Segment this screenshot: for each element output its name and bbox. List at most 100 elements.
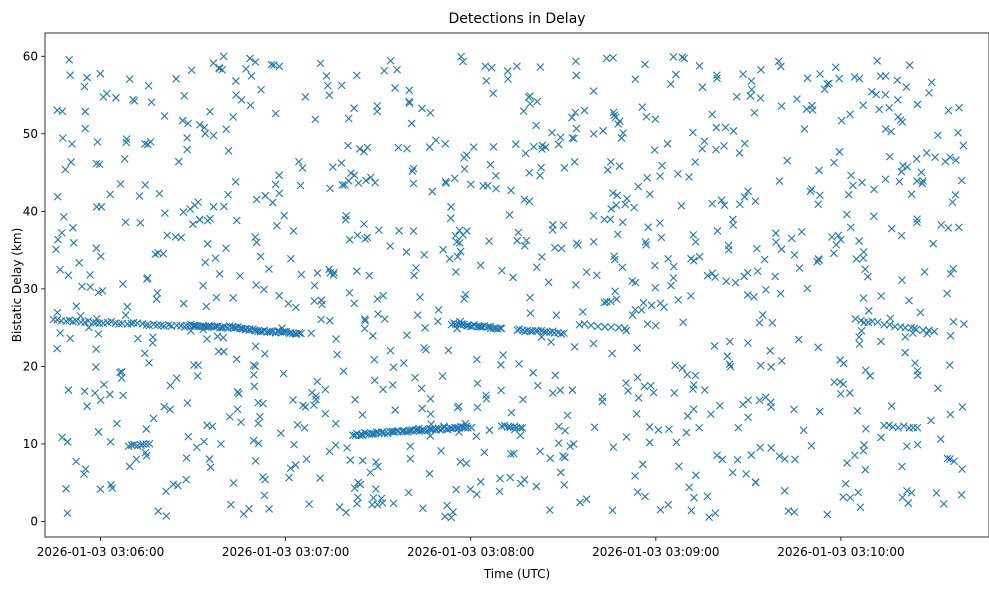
clutter-point bbox=[489, 89, 498, 98]
clutter-point bbox=[856, 503, 865, 512]
clutter-point bbox=[200, 437, 208, 446]
clutter-point bbox=[664, 254, 673, 263]
clutter-point bbox=[932, 489, 941, 497]
clutter-point bbox=[700, 137, 709, 146]
clutter-point bbox=[371, 485, 380, 494]
clutter-point bbox=[536, 171, 544, 180]
clutter-point bbox=[957, 491, 966, 499]
clutter-point bbox=[927, 416, 935, 425]
y-tick-label: 40 bbox=[23, 204, 38, 218]
clutter-point bbox=[360, 220, 368, 228]
clutter-point bbox=[667, 281, 675, 290]
clutter-point bbox=[391, 84, 399, 92]
clutter-point bbox=[641, 60, 649, 69]
clutter-point bbox=[290, 440, 298, 449]
clutter-point bbox=[650, 146, 659, 154]
track-point bbox=[142, 440, 150, 448]
clutter-point bbox=[312, 395, 320, 404]
clutter-point bbox=[509, 273, 517, 282]
clutter-point bbox=[418, 404, 427, 413]
clutter-point bbox=[434, 306, 443, 314]
clutter-point bbox=[612, 295, 621, 304]
clutter-point bbox=[711, 273, 720, 282]
clutter-point bbox=[695, 61, 704, 70]
clutter-point bbox=[630, 203, 638, 212]
clutter-point bbox=[386, 242, 395, 251]
clutter-point bbox=[331, 441, 340, 450]
clutter-point bbox=[744, 396, 753, 405]
clutter-point bbox=[756, 443, 765, 452]
track-point bbox=[157, 321, 165, 330]
clutter-point bbox=[744, 413, 753, 422]
clutter-point bbox=[609, 443, 618, 452]
clutter-point bbox=[713, 74, 721, 83]
clutter-point bbox=[800, 125, 809, 133]
clutter-point bbox=[373, 462, 382, 471]
clutter-point bbox=[893, 76, 902, 85]
clutter-point bbox=[654, 426, 663, 434]
clutter-point bbox=[58, 134, 67, 142]
clutter-point bbox=[476, 261, 485, 270]
clutter-point bbox=[836, 356, 845, 364]
clutter-point bbox=[613, 230, 622, 239]
clutter-point bbox=[190, 201, 199, 210]
y-tick-label: 20 bbox=[23, 359, 38, 373]
clutter-point bbox=[695, 252, 704, 261]
clutter-point bbox=[489, 142, 498, 151]
clutter-point bbox=[296, 181, 305, 190]
clutter-point bbox=[201, 258, 210, 267]
clutter-point bbox=[504, 75, 512, 83]
clutter-point bbox=[643, 174, 652, 182]
clutter-point bbox=[480, 448, 489, 457]
clutter-point bbox=[132, 455, 141, 464]
clutter-point bbox=[533, 97, 542, 106]
clutter-point bbox=[370, 355, 379, 364]
clutter-point bbox=[53, 308, 62, 317]
clutter-point bbox=[122, 135, 131, 144]
track-point bbox=[160, 322, 168, 330]
clutter-point bbox=[551, 371, 560, 380]
data-points bbox=[49, 52, 968, 522]
clutter-point bbox=[522, 236, 531, 245]
clutter-point bbox=[872, 90, 881, 99]
track-point bbox=[138, 440, 147, 448]
clutter-point bbox=[344, 114, 353, 123]
clutter-point bbox=[143, 275, 151, 283]
clutter-point bbox=[777, 102, 786, 110]
clutter-point bbox=[350, 484, 359, 493]
clutter-point bbox=[664, 425, 673, 434]
clutter-point bbox=[179, 299, 188, 308]
track-point bbox=[245, 325, 254, 333]
clutter-point bbox=[506, 450, 515, 458]
clutter-point bbox=[656, 505, 665, 514]
clutter-point bbox=[178, 116, 187, 125]
clutter-point bbox=[934, 384, 942, 393]
clutter-point bbox=[771, 272, 780, 281]
clutter-point bbox=[787, 234, 796, 243]
track-point bbox=[72, 316, 81, 325]
clutter-point bbox=[213, 332, 222, 341]
clutter-point bbox=[345, 289, 354, 297]
track-point bbox=[360, 428, 369, 437]
clutter-point bbox=[568, 386, 577, 394]
clutter-point bbox=[897, 231, 906, 240]
clutter-point bbox=[166, 405, 174, 414]
clutter-point bbox=[386, 56, 395, 65]
track-point bbox=[880, 320, 889, 329]
clutter-point bbox=[310, 281, 319, 290]
clutter-point bbox=[859, 294, 868, 302]
y-axis-ticks: 0 10 20 30 40 50 60 bbox=[23, 49, 45, 528]
clutter-point bbox=[418, 504, 427, 513]
clutter-point bbox=[122, 138, 131, 147]
clutter-point bbox=[63, 437, 72, 446]
track-point bbox=[580, 320, 589, 328]
clutter-point bbox=[706, 410, 715, 419]
clutter-point bbox=[903, 487, 911, 495]
clutter-point bbox=[461, 290, 470, 299]
clutter-point bbox=[80, 470, 88, 479]
clutter-point bbox=[455, 226, 464, 235]
clutter-point bbox=[939, 499, 948, 508]
clutter-point bbox=[449, 508, 457, 516]
clutter-point bbox=[482, 394, 491, 403]
clutter-point bbox=[257, 85, 265, 94]
